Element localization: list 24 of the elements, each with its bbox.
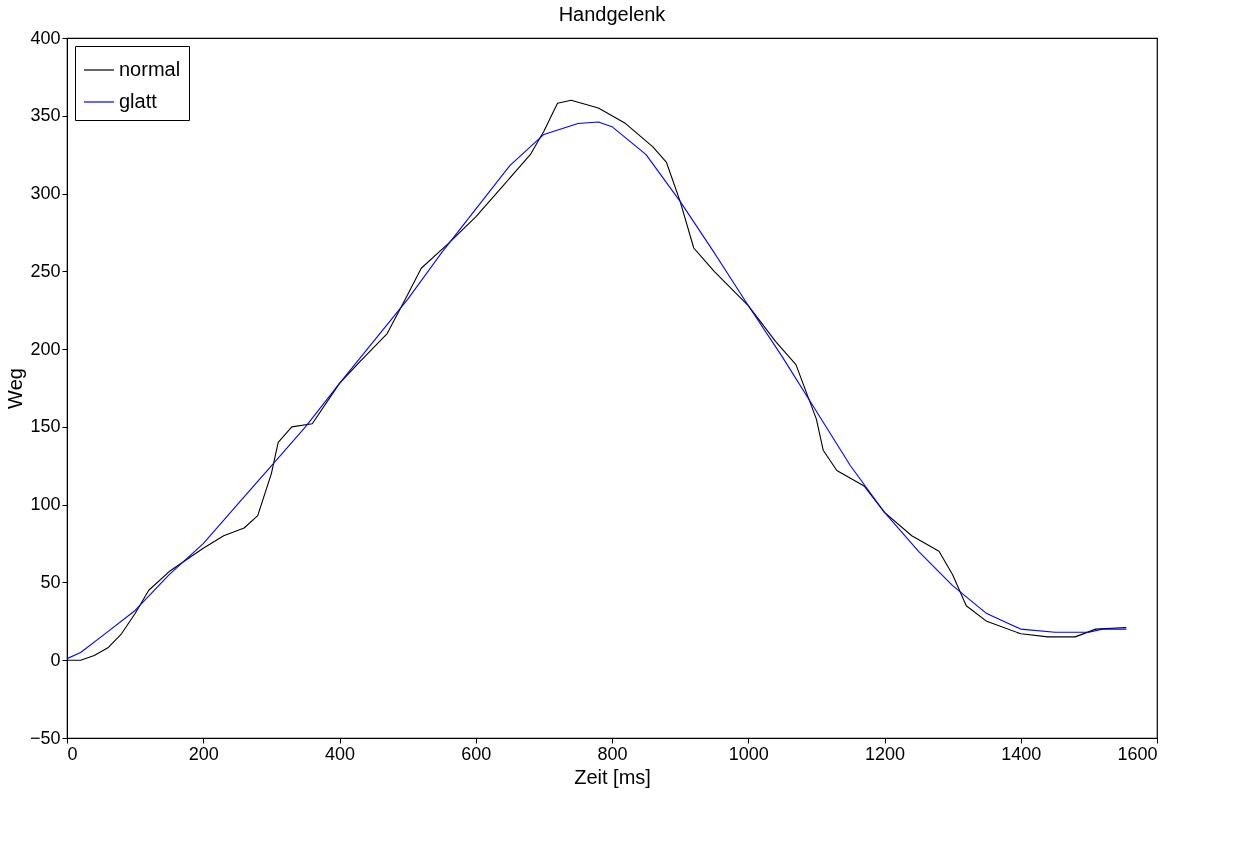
y-tick-label: −50 [29,727,61,748]
x-tick-label: 1400 [1001,743,1042,764]
y-tick-label: 300 [30,183,61,204]
y-tick-label: 350 [30,105,61,126]
y-tick-label: 150 [30,416,61,437]
chart-title: Handgelenk [558,3,667,25]
x-tick-label: 1600 [1117,743,1158,764]
x-tick-label: 0 [67,743,78,764]
x-tick-label: 1200 [864,743,906,764]
x-tick-label: 400 [324,743,356,764]
x-tick-label: 1000 [728,743,769,764]
y-tick-label: 100 [30,494,61,515]
x-axis-title: Zeit [ms] [574,765,651,788]
legend-label: glatt [119,90,158,112]
legend-label: normal [119,58,181,80]
y-tick-label: 400 [30,27,61,48]
y-tick-label: 200 [30,338,61,359]
x-tick-label: 200 [188,743,219,764]
x-tick-label: 600 [461,743,492,764]
y-tick-label: 250 [30,260,61,281]
x-tick-label: 800 [597,743,628,764]
y-axis-title: Weg [3,368,26,409]
y-tick-label: 0 [50,649,61,670]
y-tick-label: 50 [40,571,61,592]
